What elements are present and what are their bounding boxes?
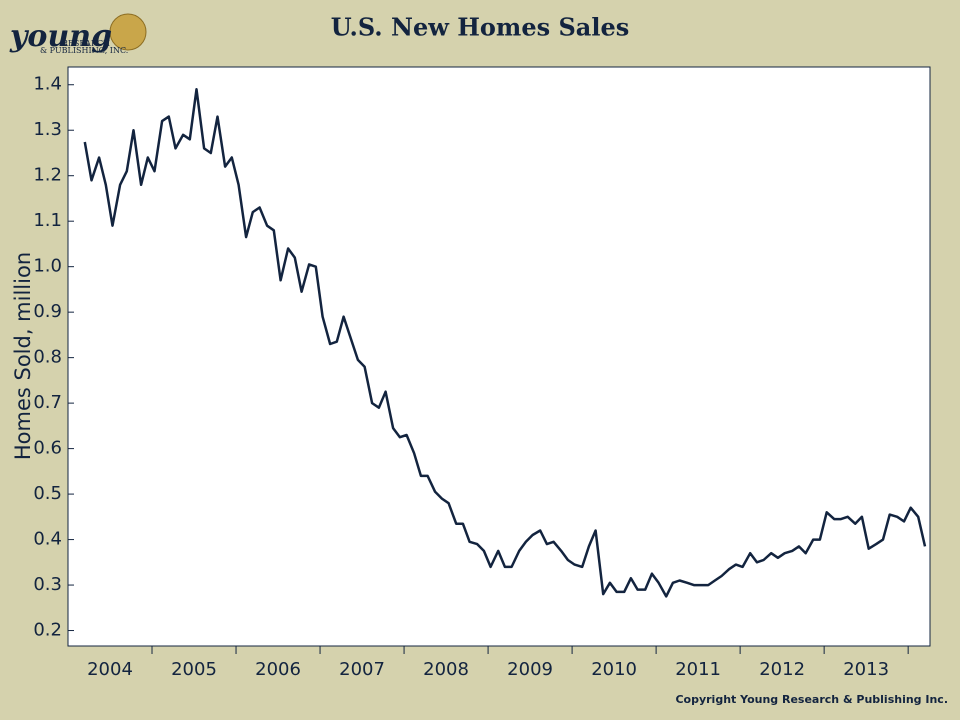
y-tick-label: 0.7	[33, 392, 62, 413]
y-tick-label: 0.2	[33, 620, 62, 641]
x-tick-label: 2008	[423, 659, 469, 680]
x-tick-label: 2005	[171, 659, 217, 680]
y-tick-label: 0.8	[33, 347, 62, 368]
x-tick-label: 2010	[591, 659, 637, 680]
copyright: Copyright Young Research & Publishing In…	[675, 693, 948, 706]
x-tick-label: 2009	[507, 659, 553, 680]
x-tick-label: 2006	[255, 659, 301, 680]
logo-globe	[109, 13, 147, 51]
y-tick-label: 0.4	[33, 529, 62, 550]
y-tick-label: 1.0	[33, 256, 62, 277]
logo-brand: young	[9, 19, 112, 54]
x-tick-label: 2013	[843, 659, 889, 680]
y-tick-label: 1.2	[33, 165, 62, 186]
y-tick-label: 1.4	[33, 74, 62, 95]
y-tick-label: 0.6	[33, 438, 62, 459]
logo-sub: RESEARCH	[62, 39, 110, 48]
logo-sub: & PUBLISHING, INC.	[40, 46, 128, 55]
y-tick-label: 1.3	[33, 119, 62, 140]
x-tick-label: 2011	[675, 659, 721, 680]
y-tick-label: 0.3	[33, 574, 62, 595]
plot-area	[67, 66, 931, 647]
x-tick-label: 2007	[339, 659, 385, 680]
x-tick-label: 2012	[759, 659, 805, 680]
y-axis-label: Homes Sold, million	[11, 252, 35, 460]
chart-title: U.S. New Homes Sales	[331, 13, 630, 42]
line-series	[83, 88, 927, 598]
y-tick-label: 0.5	[33, 483, 62, 504]
y-tick-label: 1.1	[33, 210, 62, 231]
y-tick-label: 0.9	[33, 301, 62, 322]
x-tick-label: 2004	[87, 659, 133, 680]
